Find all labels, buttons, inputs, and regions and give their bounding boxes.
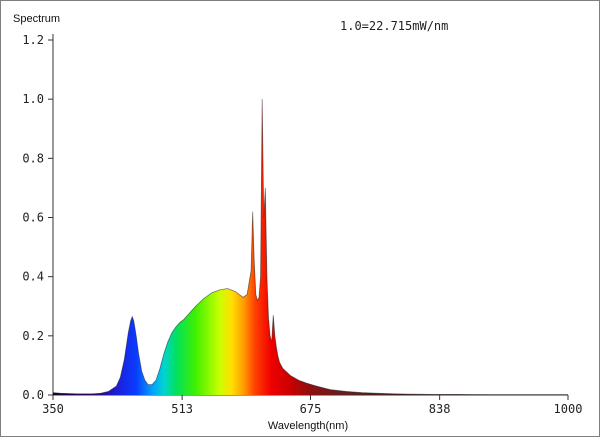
- y-tick-label: 0.8: [22, 151, 44, 165]
- x-axis-label: Wavelength(nm): [268, 420, 348, 432]
- y-axis-label: Spectrum: [13, 13, 60, 25]
- y-tick-label: 0.2: [22, 329, 44, 343]
- y-tick-label: 1.0: [22, 92, 44, 106]
- spectrum-line: [52, 99, 568, 396]
- spectrum-area: [53, 99, 568, 396]
- ticks-layer: 0.0 0.2 0.4 0.6 0.8 1.0 1.2 350 513 675 838 1000: [22, 33, 582, 416]
- x-tick-label: 1000: [554, 402, 583, 416]
- scale-annotation: 1.0=22.715mW/nm: [340, 19, 448, 33]
- x-tick-label: 838: [429, 402, 451, 416]
- x-tick-label: 513: [171, 402, 193, 416]
- y-tick-label: 1.2: [22, 33, 44, 47]
- y-tick-label: 0.4: [22, 270, 44, 284]
- x-tick-label: 350: [42, 402, 64, 416]
- x-tick-label: 675: [300, 402, 322, 416]
- y-tick-label: 0.0: [22, 388, 44, 402]
- y-tick-label: 0.6: [22, 211, 44, 225]
